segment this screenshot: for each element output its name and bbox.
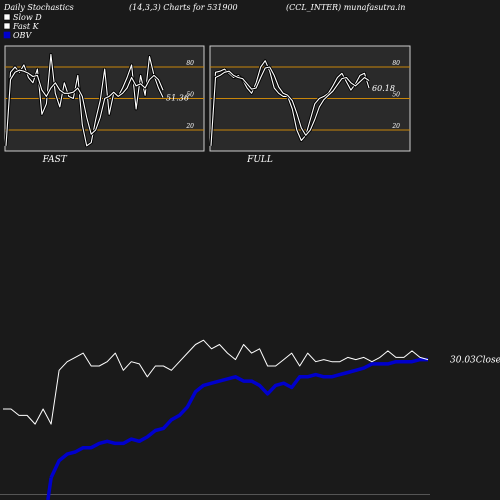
- y-tick-label: 50: [186, 92, 194, 99]
- y-tick-label: 20: [185, 123, 194, 130]
- header-center: (14,3,3) Charts for 531900: [129, 3, 238, 12]
- full-stoch-panel: 20 50 80 60.18 FULL: [209, 45, 411, 165]
- obv-price-panel: 30.03Close: [0, 339, 500, 500]
- panel-title: FAST: [42, 155, 68, 165]
- y-tick-label: 80: [392, 60, 400, 67]
- series-line: [5, 69, 164, 146]
- header-left: Daily Stochastics: [3, 3, 74, 12]
- legend-swatch: [3, 31, 11, 39]
- legend-label: OBV: [13, 31, 32, 40]
- close-price-line: [3, 339, 429, 425]
- header-right: (CCL_INTER) munafasutra.in: [286, 3, 405, 12]
- legend-swatch: [3, 22, 11, 30]
- y-tick-label: 50: [392, 92, 400, 99]
- last-value-label: 60.18: [372, 84, 395, 93]
- obv-line: [49, 357, 428, 479]
- legend-label: Fast K: [12, 22, 40, 31]
- legend-swatch: [3, 13, 11, 21]
- legend-label: Slow D: [13, 13, 42, 22]
- panel-title: FULL: [246, 155, 273, 165]
- close-value-label: 30.03Close: [450, 356, 500, 366]
- y-tick-label: 20: [391, 123, 400, 130]
- last-value-label: 51.36: [166, 93, 189, 102]
- y-tick-label: 80: [186, 60, 194, 67]
- obv-line-tail: [46, 477, 53, 500]
- series-line: [5, 53, 164, 147]
- series-line: [210, 66, 370, 146]
- fast-stoch-panel: 20 50 80 51.36 FAST: [4, 45, 205, 165]
